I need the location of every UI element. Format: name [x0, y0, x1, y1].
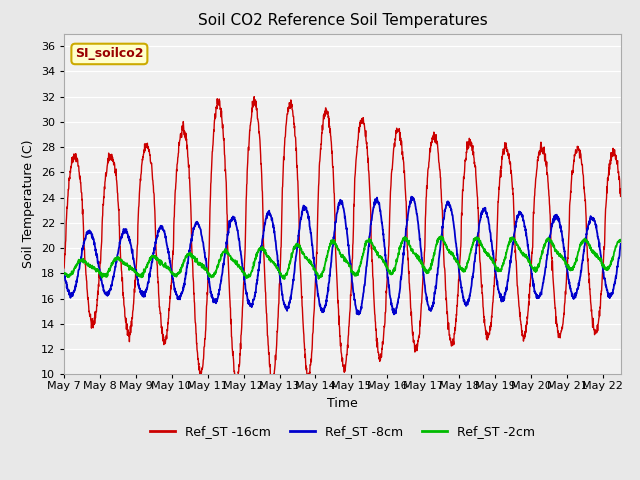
Y-axis label: Soil Temperature (C): Soil Temperature (C): [22, 140, 35, 268]
X-axis label: Time: Time: [327, 397, 358, 410]
Text: SI_soilco2: SI_soilco2: [75, 48, 143, 60]
Legend: Ref_ST -16cm, Ref_ST -8cm, Ref_ST -2cm: Ref_ST -16cm, Ref_ST -8cm, Ref_ST -2cm: [145, 420, 540, 443]
Title: Soil CO2 Reference Soil Temperatures: Soil CO2 Reference Soil Temperatures: [198, 13, 487, 28]
